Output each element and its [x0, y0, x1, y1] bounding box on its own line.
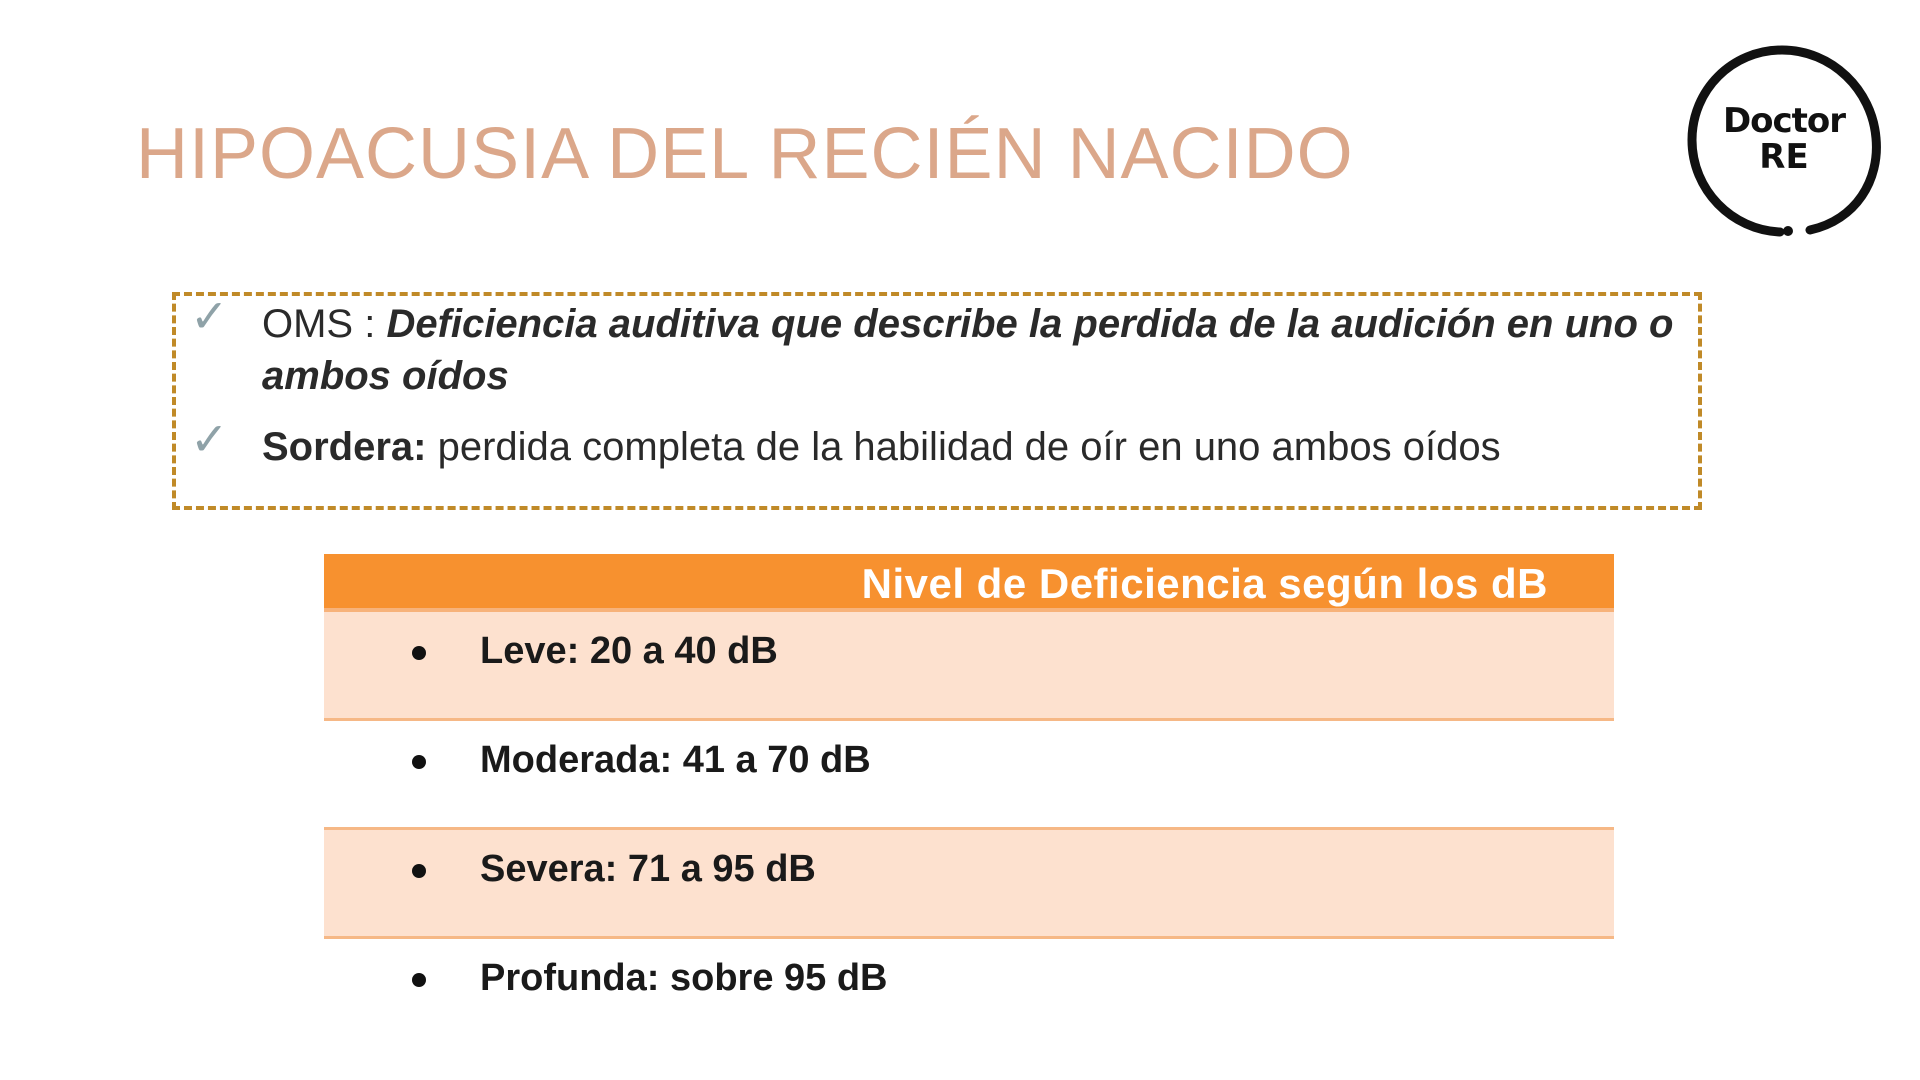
sordera-definition-text: perdida completa de la habilidad de oír …: [426, 425, 1501, 469]
table-row: Profunda: sobre 95 dB: [324, 939, 1614, 1045]
sordera-label: Sordera:: [262, 425, 427, 469]
oms-label: OMS :: [262, 302, 387, 346]
table-header-text: Nivel de Deficiencia según los dB: [861, 560, 1548, 607]
oms-definition-text: Deficiencia auditiva que describe la per…: [262, 302, 1674, 398]
doctor-re-logo: Doctor RE: [1684, 40, 1884, 240]
row-label-leve: Leve: 20 a 40 dB: [480, 630, 778, 672]
row-label-moderada: Moderada: 41 a 70 dB: [480, 739, 871, 781]
logo-text-re: RE: [1759, 136, 1809, 177]
row-label-profunda: Profunda: sobre 95 dB: [480, 957, 888, 999]
table-header: Nivel de Deficiencia según los dB: [324, 554, 1614, 612]
definition-box: ✓ OMS : Deficiencia auditiva que describ…: [172, 290, 1702, 510]
bullet-icon: [412, 646, 426, 660]
checkmark-icon: ✓: [190, 412, 229, 466]
table-row: Severa: 71 a 95 dB: [324, 830, 1614, 939]
bullet-icon: [412, 973, 426, 987]
logo-text-doctor: Doctor: [1722, 101, 1846, 141]
definition-sordera: ✓ Sordera: perdida completa de la habili…: [190, 413, 1682, 473]
table-row: Leve: 20 a 40 dB: [324, 612, 1614, 721]
checkmark-icon: ✓: [190, 289, 229, 343]
slide-title: HIPOACUSIA DEL RECIÉN NACIDO: [136, 114, 1354, 194]
circle-brush-logo-icon: [1687, 45, 1881, 237]
deficiency-level-table: Nivel de Deficiencia según los dB Leve: …: [324, 554, 1614, 1045]
table-row: Moderada: 41 a 70 dB: [324, 721, 1614, 830]
bullet-icon: [412, 755, 426, 769]
bullet-icon: [412, 864, 426, 878]
row-label-severa: Severa: 71 a 95 dB: [480, 848, 816, 890]
definition-oms: ✓ OMS : Deficiencia auditiva que describ…: [190, 290, 1682, 402]
